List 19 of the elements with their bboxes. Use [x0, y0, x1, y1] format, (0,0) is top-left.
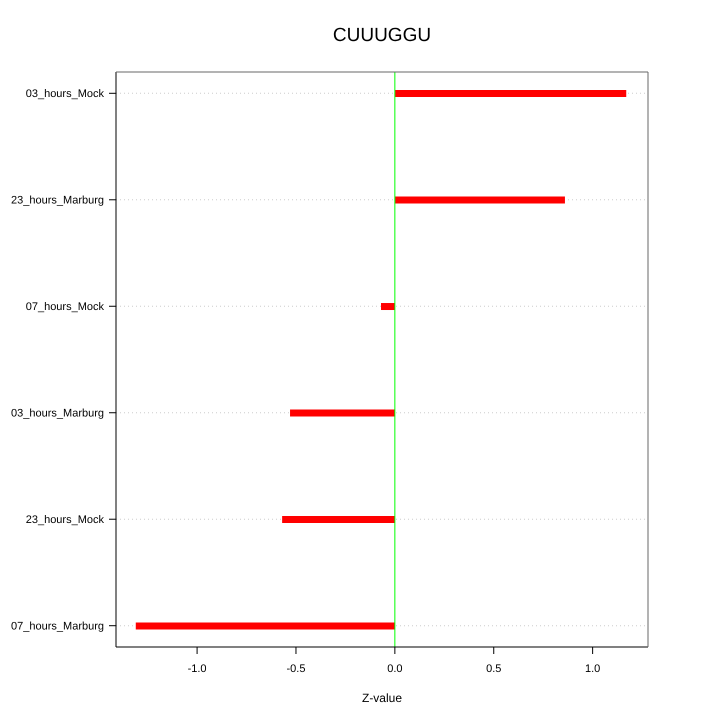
bar [394, 90, 626, 98]
x-tick-label: 1.0 [584, 662, 600, 675]
y-tick-label: 07_hours_Mock [26, 301, 104, 314]
bar [394, 196, 565, 204]
y-tick-label: 03_hours_Marburg [11, 408, 104, 420]
bar [136, 622, 395, 630]
x-tick-label: -1.0 [188, 662, 207, 675]
chart-title: CUUUGGU [332, 25, 432, 47]
bar [381, 303, 395, 310]
x-axis-title: Z-value [362, 691, 402, 705]
bar [290, 410, 395, 416]
y-tick-label: 23_hours_Mock [26, 514, 104, 526]
y-tick-label: 03_hours_Mock [26, 88, 104, 100]
y-tick-label: 23_hours_Marburg [11, 194, 104, 207]
x-tick-label: 0.0 [387, 662, 403, 675]
x-tick-label: 0.5 [486, 662, 502, 675]
bar [282, 516, 395, 523]
y-tick-label: 07_hours_Marburg [11, 620, 104, 633]
x-tick-label: -0.5 [286, 662, 306, 675]
